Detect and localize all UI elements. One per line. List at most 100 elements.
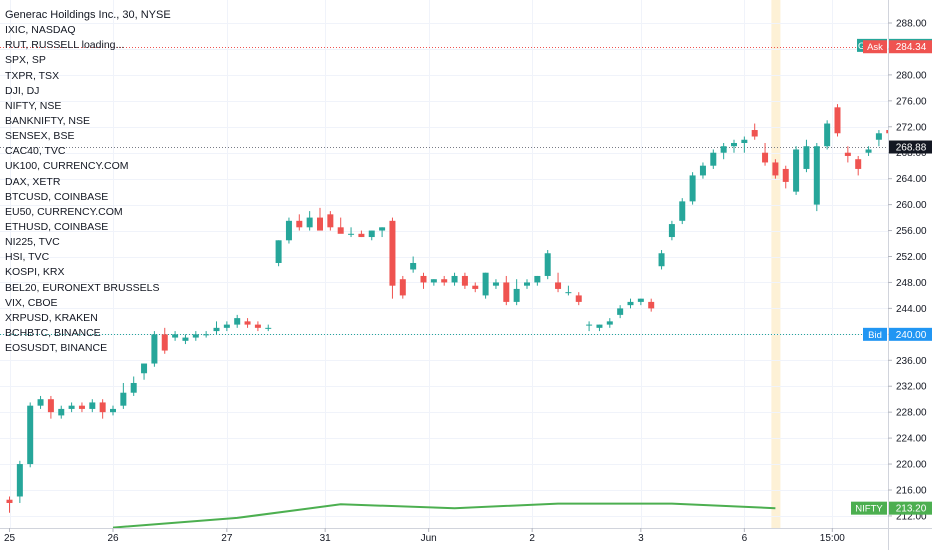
candle-body [120, 393, 126, 406]
symbol-list-item[interactable]: BANKNIFTY, NSE [5, 114, 171, 129]
session-highlight [771, 0, 780, 528]
symbol-list-item[interactable]: RUT, RUSSELL loading... [5, 38, 171, 53]
price-label-name: NIFTY [855, 504, 883, 515]
candle-up [369, 231, 375, 241]
candle-body [845, 153, 851, 156]
candle-up [659, 250, 665, 269]
candle-body [576, 295, 582, 301]
candle-body [89, 402, 95, 408]
candle-body [296, 221, 302, 227]
candle-body [348, 234, 354, 235]
symbol-list-item[interactable]: BEL20, EURONEXT BRUSSELS [5, 281, 171, 296]
price-label-value: 268.88 [896, 143, 927, 154]
symbol-list-item[interactable]: ETHUSD, COINBASE [5, 220, 171, 235]
symbol-list-item[interactable]: BCHBTC, BINANCE [5, 326, 171, 341]
candle-body [338, 227, 344, 233]
candle-up [410, 257, 416, 273]
candle-body [679, 201, 685, 220]
candle-body [607, 321, 613, 324]
candle-body [669, 224, 675, 237]
candle-body [7, 500, 13, 503]
candle-up [617, 305, 623, 318]
symbol-list-item[interactable]: CAC40, TVC [5, 144, 171, 159]
candle-body [472, 286, 478, 289]
candle-body [369, 231, 375, 237]
candle-up [452, 273, 458, 286]
candle-body [410, 263, 416, 269]
candle-body [793, 149, 799, 191]
symbol-list-item[interactable]: KOSPI, KRX [5, 265, 171, 280]
symbol-list-item[interactable]: EU50, CURRENCY.COM [5, 205, 171, 220]
symbol-list-item[interactable]: NI225, TVC [5, 235, 171, 250]
candle-body [555, 282, 561, 288]
y-tick-label: 228.00 [896, 408, 927, 419]
candle-up [172, 331, 178, 341]
candle-body [741, 140, 747, 143]
candle-up [700, 162, 706, 178]
candle-body [545, 253, 551, 276]
candle-down [576, 292, 582, 305]
candle-body [58, 409, 64, 415]
symbol-list-item[interactable]: XRPUSD, KRAKEN [5, 311, 171, 326]
x-tick-label: Jun [421, 533, 437, 544]
symbol-list-item[interactable]: DAX, XETR [5, 175, 171, 190]
candle-body [503, 282, 509, 301]
candle-body [379, 227, 385, 230]
candle-up [58, 406, 64, 419]
candle-up [110, 406, 116, 416]
candle-body [307, 218, 313, 228]
y-tick-label: 276.00 [896, 96, 927, 107]
candle-body [234, 318, 240, 324]
symbol-list-item[interactable]: SENSEX, BSE [5, 129, 171, 144]
price-label: 268.88 [889, 141, 932, 154]
candle-down [48, 396, 54, 419]
symbol-legend: Generac Hoildings Inc., 30, NYSE IXIC, N… [5, 8, 171, 356]
candle-body [648, 302, 654, 308]
y-tick-label: 252.00 [896, 252, 927, 263]
candle-up [586, 321, 592, 331]
candle-body [524, 282, 530, 285]
symbol-list-item[interactable]: BTCUSD, COINBASE [5, 190, 171, 205]
candle-down [855, 156, 861, 175]
symbol-list-item[interactable]: VIX, CBOE [5, 296, 171, 311]
candle-down [255, 321, 261, 331]
symbol-list-item[interactable]: DJI, DJ [5, 84, 171, 99]
price-label-value: 213.20 [896, 504, 927, 515]
candle-body [389, 221, 395, 286]
candle-body [783, 169, 789, 182]
candle-up [265, 325, 271, 331]
y-tick-label: 224.00 [896, 434, 927, 445]
candle-body [483, 273, 489, 296]
candle-down [752, 124, 758, 140]
symbol-list-item[interactable]: HSI, TVC [5, 250, 171, 265]
candle-up [793, 146, 799, 195]
candle-up [483, 273, 489, 299]
candle-down [441, 276, 447, 286]
candle-body [182, 338, 188, 341]
candle-up [524, 279, 530, 289]
y-tick-label: 244.00 [896, 304, 927, 315]
candle-down [783, 166, 789, 189]
candle-up [534, 276, 540, 286]
symbol-list-item[interactable]: TXPR, TSX [5, 69, 171, 84]
candle-down [555, 273, 561, 292]
candle-body [596, 325, 602, 328]
time-axis-bg [0, 528, 932, 550]
candle-up [276, 240, 282, 266]
candle-body [193, 334, 199, 337]
candle-up [741, 137, 747, 153]
symbol-list-item[interactable]: SPX, SP [5, 53, 171, 68]
candle-body [38, 399, 44, 405]
candle-body [317, 218, 323, 231]
symbol-list-item[interactable]: EOSUSDT, BINANCE [5, 341, 171, 356]
symbol-list-item[interactable]: UK100, CURRENCY.COM [5, 159, 171, 174]
symbol-list-item[interactable]: NIFTY, NSE [5, 99, 171, 114]
candle-body [172, 334, 178, 337]
candle-up [379, 227, 385, 237]
symbol-list-item[interactable]: IXIC, NASDAQ [5, 23, 171, 38]
candle-up [182, 334, 188, 344]
candle-body [462, 276, 468, 286]
